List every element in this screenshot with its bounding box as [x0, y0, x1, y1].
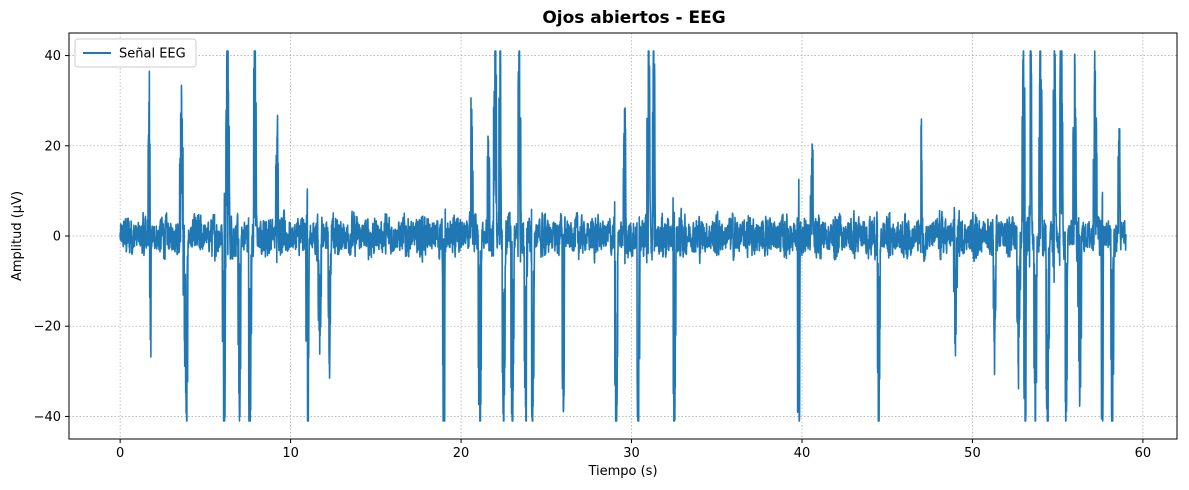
y-tick-label: −20 — [34, 320, 61, 335]
x-tick-label: 0 — [116, 446, 124, 461]
y-axis-label: Amplitud (µV) — [10, 191, 25, 281]
x-axis-label: Tiempo (s) — [587, 464, 657, 479]
x-tick-label: 10 — [282, 446, 299, 461]
y-tick-label: 40 — [44, 49, 61, 64]
series-line-senal-eeg — [119, 50, 1127, 422]
series-layer — [119, 50, 1127, 422]
chart-title: Ojos abiertos - EEG — [542, 8, 725, 28]
x-tick-label: 40 — [794, 446, 811, 461]
y-tick-label: 20 — [44, 139, 61, 154]
legend-box — [74, 38, 197, 68]
legend: Señal EEG — [74, 38, 197, 68]
y-tick-label: −40 — [34, 410, 61, 425]
x-tick-label: 50 — [964, 446, 981, 461]
x-tick-label: 20 — [453, 446, 470, 461]
x-tick-label: 30 — [623, 446, 640, 461]
y-tick-label: 0 — [53, 230, 61, 245]
x-tick-label: 60 — [1135, 446, 1152, 461]
x-axis-ticks: 0 10 20 30 40 50 60 — [116, 439, 1151, 461]
legend-label-senal-eeg: Señal EEG — [119, 47, 186, 62]
y-axis-ticks: −40 −20 0 20 40 — [34, 49, 69, 425]
